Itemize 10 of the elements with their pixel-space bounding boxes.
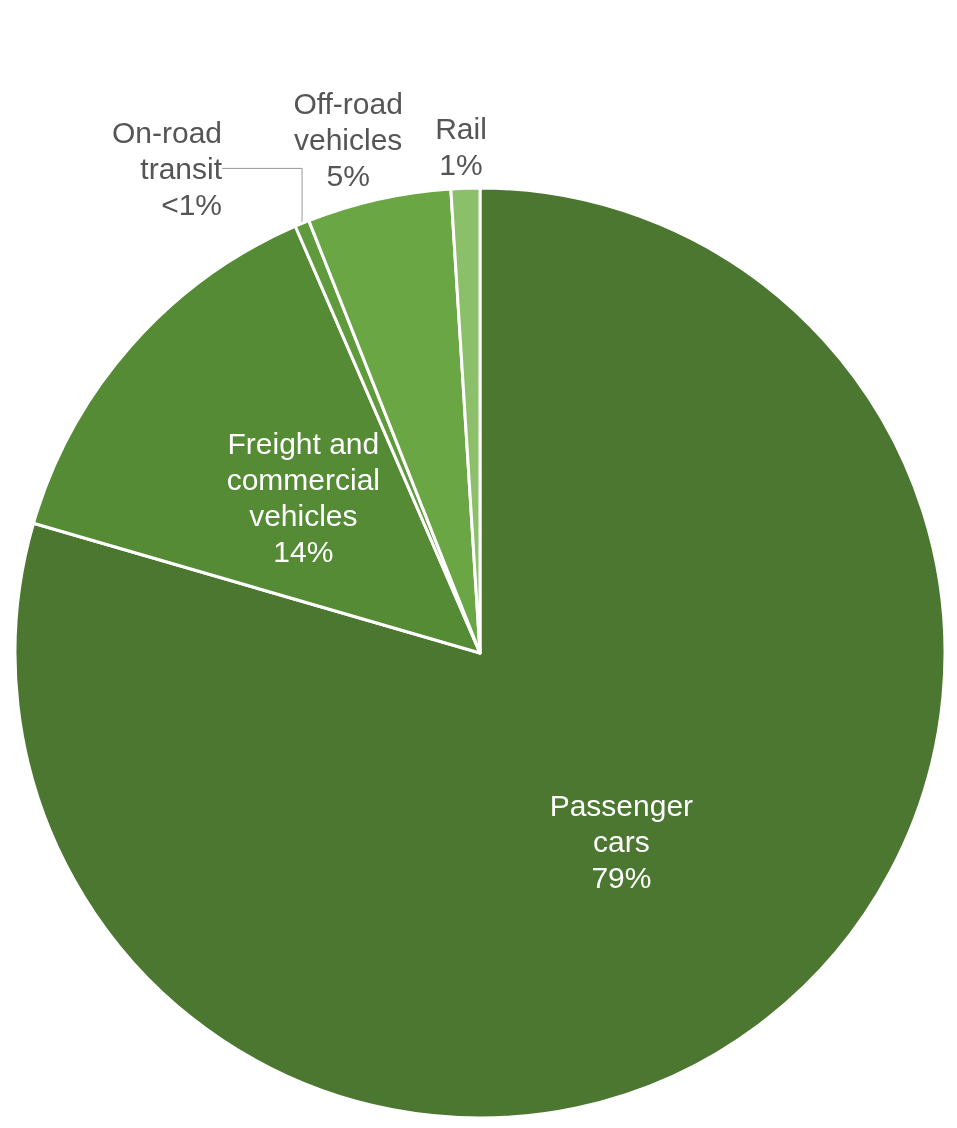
slice-label: On-road transit: [111, 115, 223, 185]
slice-label: Off-road vehicles: [293, 86, 403, 156]
data-label: 5%: [326, 158, 370, 192]
slice-label: Passenger cars: [549, 788, 694, 858]
data-label: <1%: [161, 187, 223, 221]
data-label: 14%: [273, 534, 334, 568]
data-label: 79%: [591, 860, 652, 894]
slice-label: Freight and commercial vehicles: [226, 426, 381, 532]
data-label: 1%: [439, 147, 483, 181]
slice-label: Rail: [435, 111, 487, 145]
